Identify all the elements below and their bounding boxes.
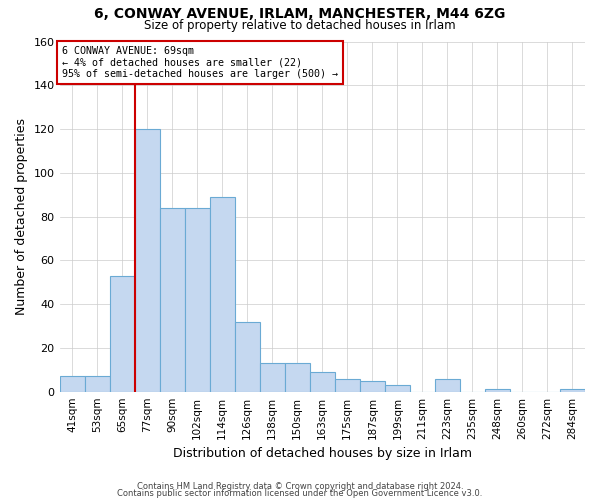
Text: 6 CONWAY AVENUE: 69sqm
← 4% of detached houses are smaller (22)
95% of semi-deta: 6 CONWAY AVENUE: 69sqm ← 4% of detached … <box>62 46 338 79</box>
Bar <box>110 276 134 392</box>
Bar <box>260 363 285 392</box>
Bar <box>209 197 235 392</box>
Text: Size of property relative to detached houses in Irlam: Size of property relative to detached ho… <box>144 18 456 32</box>
Text: Contains HM Land Registry data © Crown copyright and database right 2024.: Contains HM Land Registry data © Crown c… <box>137 482 463 491</box>
Bar <box>335 378 360 392</box>
Bar <box>185 208 209 392</box>
Bar <box>435 378 460 392</box>
X-axis label: Distribution of detached houses by size in Irlam: Distribution of detached houses by size … <box>173 447 472 460</box>
Text: 6, CONWAY AVENUE, IRLAM, MANCHESTER, M44 6ZG: 6, CONWAY AVENUE, IRLAM, MANCHESTER, M44… <box>94 8 506 22</box>
Bar <box>59 376 85 392</box>
Bar <box>285 363 310 392</box>
Bar <box>485 390 510 392</box>
Text: Contains public sector information licensed under the Open Government Licence v3: Contains public sector information licen… <box>118 489 482 498</box>
Bar <box>85 376 110 392</box>
Y-axis label: Number of detached properties: Number of detached properties <box>15 118 28 315</box>
Bar <box>360 380 385 392</box>
Bar <box>160 208 185 392</box>
Bar <box>235 322 260 392</box>
Bar <box>385 385 410 392</box>
Bar <box>310 372 335 392</box>
Bar <box>134 129 160 392</box>
Bar <box>560 390 585 392</box>
